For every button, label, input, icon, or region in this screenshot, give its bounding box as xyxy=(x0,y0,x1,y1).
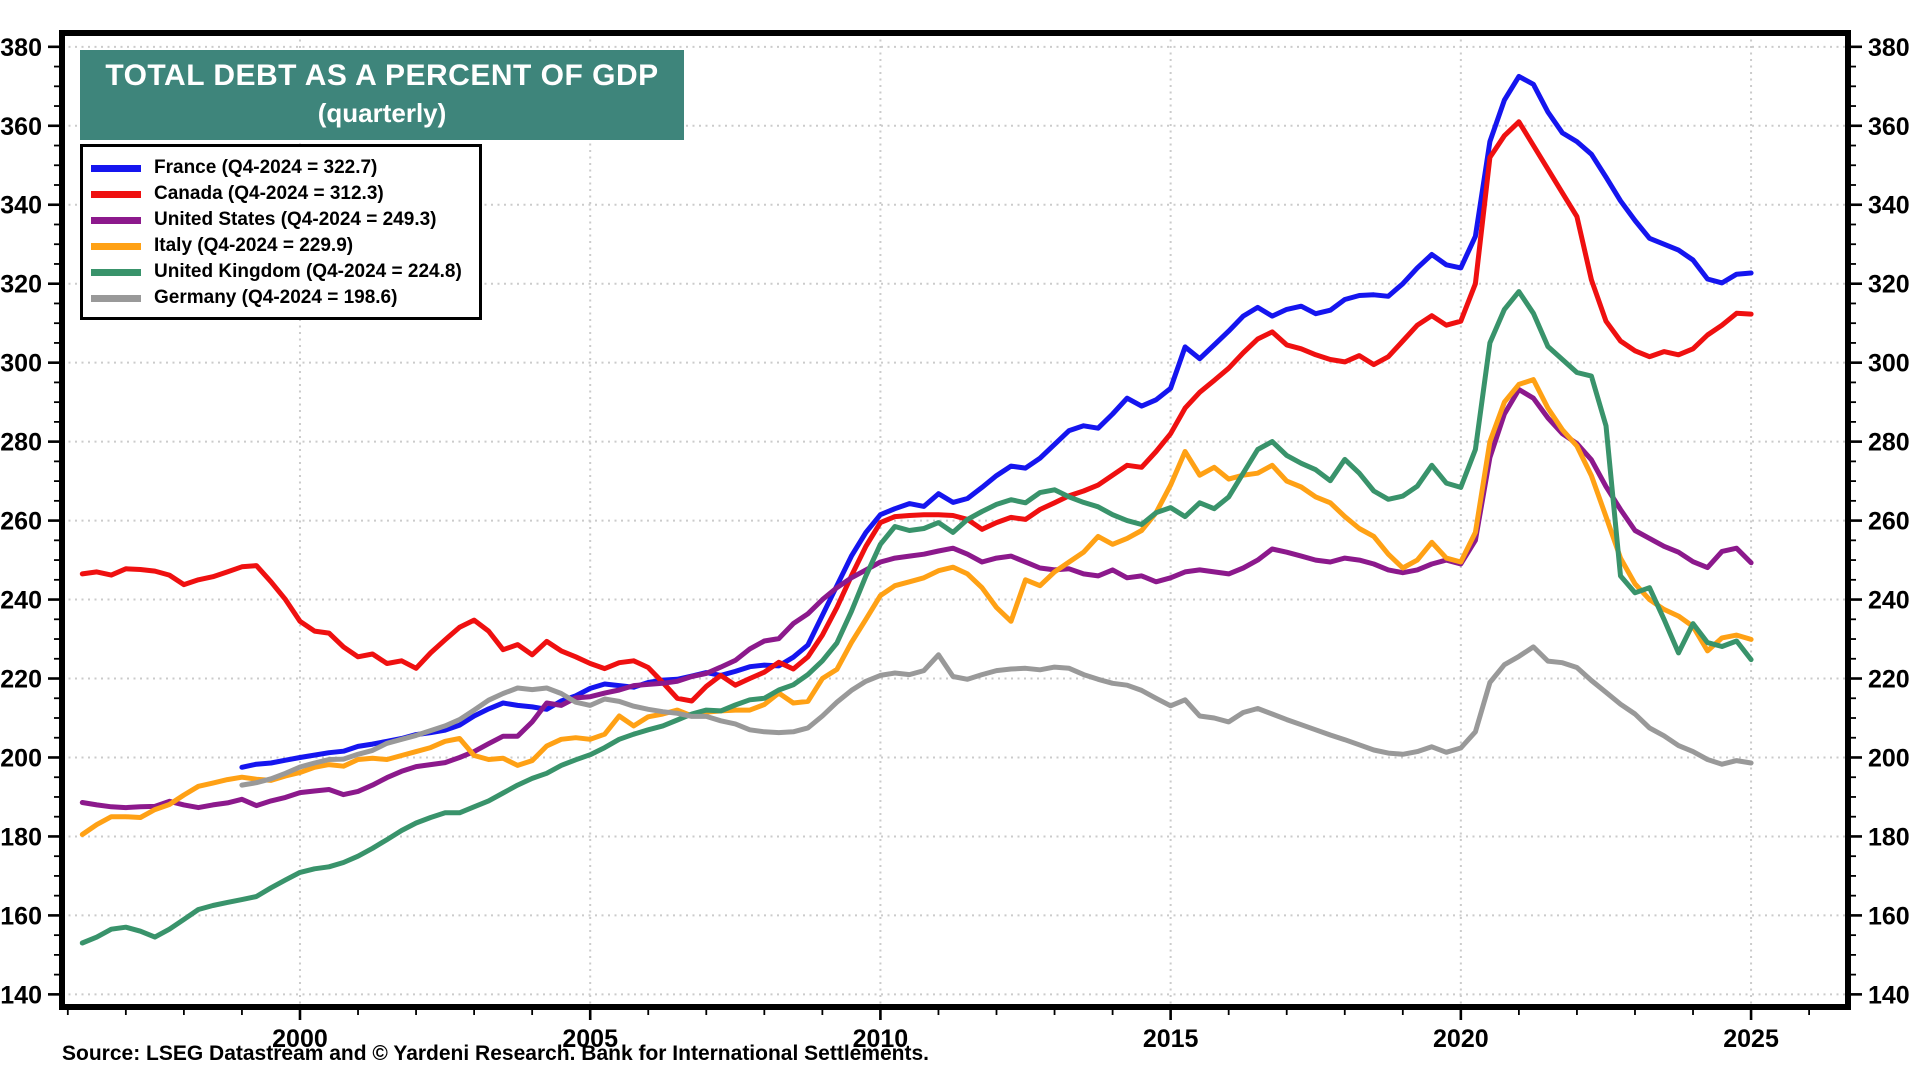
legend-box: France (Q4-2024 = 322.7) Canada (Q4-2024 … xyxy=(80,144,482,320)
legend-label: Italy (Q4-2024 = 229.9) xyxy=(154,235,354,256)
y-tick-label-left: 380 xyxy=(0,34,42,62)
legend-item-italy: Italy (Q4-2024 = 229.9) xyxy=(91,233,479,259)
y-tick-label-left: 180 xyxy=(0,823,42,851)
chart-title: TOTAL DEBT AS A PERCENT OF GDP xyxy=(105,59,659,92)
legend-label: Canada (Q4-2024 = 312.3) xyxy=(154,183,384,204)
legend-item-france: France (Q4-2024 = 322.7) xyxy=(91,155,479,181)
y-tick-label-right: 380 xyxy=(1868,34,1910,62)
y-tick-label-left: 300 xyxy=(0,350,42,378)
x-tick-label: 2025 xyxy=(1723,1025,1779,1053)
series-line-france xyxy=(239,73,1754,770)
y-tick-label-left: 240 xyxy=(0,587,42,615)
series-line-canada xyxy=(79,119,1754,704)
y-tick-label-left: 220 xyxy=(0,666,42,694)
y-tick-label-left: 280 xyxy=(0,429,42,457)
legend-swatch-canada xyxy=(91,190,141,198)
legend-swatch-germany xyxy=(91,294,141,302)
legend-item-united-states: United States (Q4-2024 = 249.3) xyxy=(91,207,479,233)
y-tick-label-right: 320 xyxy=(1868,271,1910,299)
y-tick-label-left: 260 xyxy=(0,508,42,536)
chart-title-box: TOTAL DEBT AS A PERCENT OF GDP (quarterl… xyxy=(80,50,684,140)
plot-frame xyxy=(59,30,1851,1010)
legend-swatch-united-states xyxy=(91,216,141,224)
y-tick-label-left: 320 xyxy=(0,271,42,299)
y-tick-label-right: 240 xyxy=(1868,587,1910,615)
legend-item-united-kingdom: United Kingdom (Q4-2024 = 224.8) xyxy=(91,259,479,285)
x-tick-label: 2015 xyxy=(1143,1025,1199,1053)
y-tick-label-left: 340 xyxy=(0,192,42,220)
y-tick-label-left: 360 xyxy=(0,113,42,141)
y-tick-label-right: 180 xyxy=(1868,823,1910,851)
series-line-united-kingdom xyxy=(79,289,1754,946)
y-tick-label-right: 360 xyxy=(1868,113,1910,141)
y-tick-label-right: 160 xyxy=(1868,902,1910,930)
legend-item-germany: Germany (Q4-2024 = 198.6) xyxy=(91,285,479,311)
y-tick-label-right: 300 xyxy=(1868,350,1910,378)
legend-item-canada: Canada (Q4-2024 = 312.3) xyxy=(91,181,479,207)
y-tick-label-right: 340 xyxy=(1868,192,1910,220)
y-tick-label-left: 160 xyxy=(0,902,42,930)
x-tick-label: 2020 xyxy=(1433,1025,1489,1053)
y-tick-label-right: 140 xyxy=(1868,981,1910,1009)
series-line-germany xyxy=(239,644,1754,788)
legend-swatch-italy xyxy=(91,242,141,250)
legend-swatch-united-kingdom xyxy=(91,268,141,276)
source-note: Source: LSEG Datastream and © Yardeni Re… xyxy=(62,1042,930,1065)
y-tick-label-right: 200 xyxy=(1868,744,1910,772)
legend-label: United States (Q4-2024 = 249.3) xyxy=(154,209,437,230)
legend-label: Germany (Q4-2024 = 198.6) xyxy=(154,287,398,308)
y-tick-label-left: 200 xyxy=(0,744,42,772)
x-tick-label: 2000 xyxy=(272,1025,328,1053)
x-tick-label: 2010 xyxy=(853,1025,909,1053)
legend-swatch-france xyxy=(91,164,141,172)
chart-subtitle: (quarterly) xyxy=(317,98,447,128)
series-line-united-states xyxy=(79,387,1754,811)
series-line-italy xyxy=(79,377,1754,837)
legend-label: United Kingdom (Q4-2024 = 224.8) xyxy=(154,261,462,282)
x-tick-label: 2005 xyxy=(562,1025,618,1053)
y-tick-label-right: 220 xyxy=(1868,666,1910,694)
y-tick-label-right: 280 xyxy=(1868,429,1910,457)
y-tick-label-left: 140 xyxy=(0,981,42,1009)
y-tick-label-right: 260 xyxy=(1868,508,1910,536)
legend-label: France (Q4-2024 = 322.7) xyxy=(154,157,378,178)
